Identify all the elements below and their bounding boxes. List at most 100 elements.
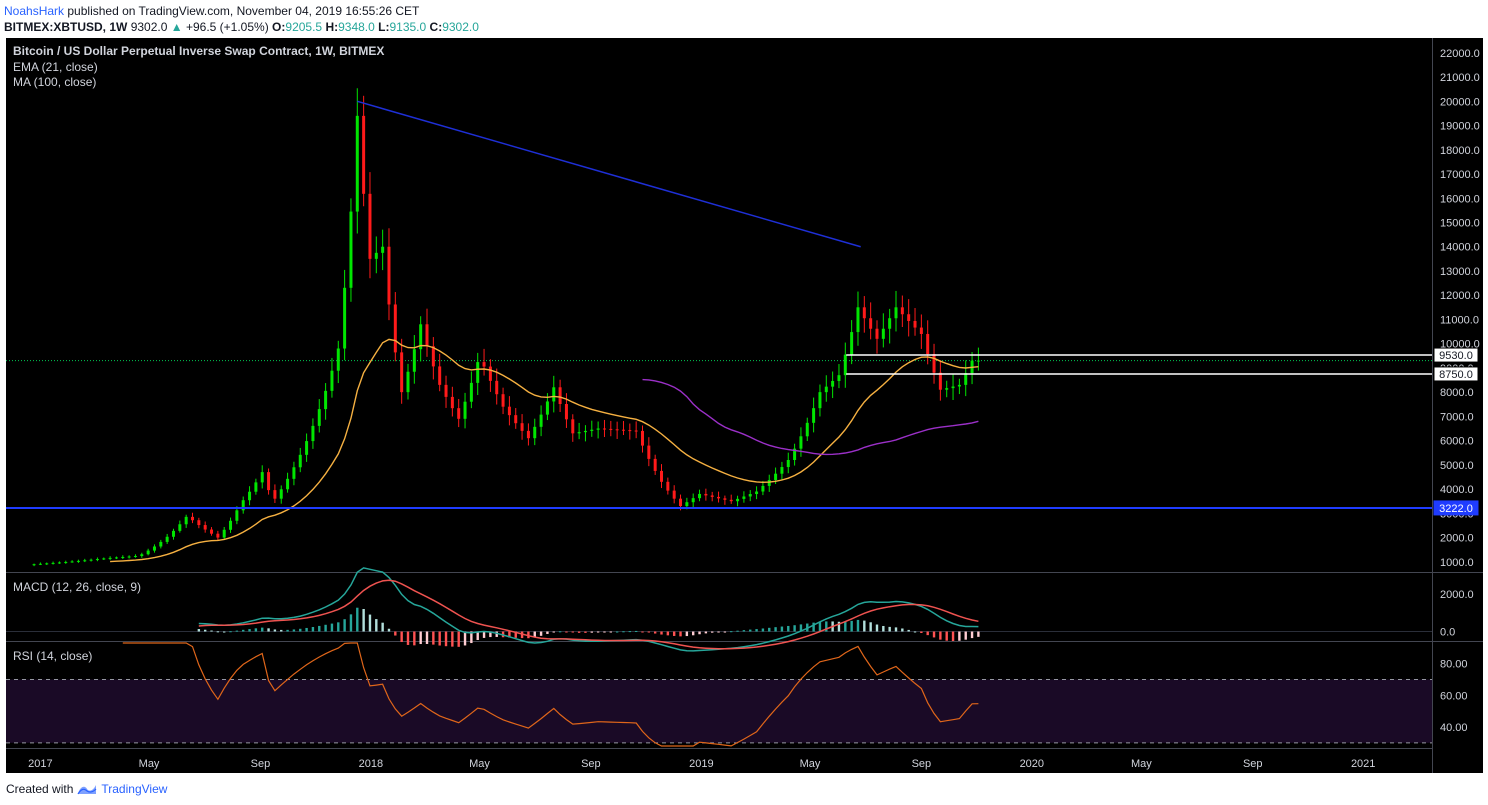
candle-body bbox=[729, 499, 733, 502]
macd-histogram-bar bbox=[558, 631, 562, 633]
candle-body bbox=[210, 529, 214, 534]
price-label-text: 3222.0 bbox=[1439, 503, 1473, 515]
macd-histogram-bar bbox=[603, 631, 606, 633]
candle-body bbox=[545, 401, 549, 415]
rsi-line bbox=[122, 642, 979, 747]
candle-body bbox=[862, 307, 866, 319]
time-tick-label: Sep bbox=[581, 758, 601, 770]
candle-body bbox=[894, 307, 898, 319]
candle-body bbox=[317, 409, 321, 426]
macd-histogram-bar bbox=[970, 631, 974, 639]
candle-body bbox=[602, 428, 606, 430]
candle-body bbox=[850, 332, 854, 355]
macd-histogram-bar bbox=[863, 620, 866, 632]
price-tick-label: 6000.0 bbox=[1440, 436, 1474, 448]
macd-histogram-bar bbox=[444, 631, 448, 647]
candle-body bbox=[932, 354, 936, 373]
candle-body bbox=[660, 470, 664, 482]
candle-body bbox=[343, 287, 347, 349]
macd-histogram-bar bbox=[742, 630, 746, 632]
rsi-title: RSI (14, close) bbox=[13, 649, 92, 663]
footer: Created with TradingView bbox=[6, 782, 167, 796]
candle-body bbox=[634, 430, 638, 432]
price-tick-label: 17000.0 bbox=[1440, 169, 1480, 181]
macd-histogram-bar bbox=[749, 629, 752, 632]
candle-body bbox=[957, 384, 961, 387]
candle-body bbox=[191, 516, 195, 521]
candle-body bbox=[406, 371, 410, 393]
macd-histogram-bar bbox=[311, 626, 315, 632]
macd-histogram-bar bbox=[451, 631, 454, 647]
macd-histogram-bar bbox=[387, 628, 391, 632]
tradingview-link[interactable]: TradingView bbox=[101, 782, 168, 796]
candle-body bbox=[590, 429, 594, 431]
created-with-text: Created with bbox=[6, 782, 74, 796]
macd-histogram-bar bbox=[438, 631, 441, 646]
candle-body bbox=[482, 362, 486, 367]
candle-body bbox=[976, 360, 980, 362]
candle-body bbox=[723, 498, 727, 500]
macd-histogram-bar bbox=[711, 631, 714, 633]
candle-body bbox=[691, 498, 695, 503]
candle-body bbox=[355, 115, 359, 212]
macd-histogram-bar bbox=[381, 622, 384, 632]
candle-body bbox=[469, 382, 473, 402]
time-tick-label: May bbox=[469, 758, 490, 770]
price-tick-label: 5000.0 bbox=[1440, 460, 1474, 472]
axes: 22000.0 21000.0 20000.0 19000.0 18000.0 17000… bbox=[28, 48, 1480, 770]
macd-histogram-bar bbox=[432, 631, 435, 645]
macd-histogram-bar bbox=[780, 626, 784, 632]
candle-body bbox=[558, 387, 562, 405]
candle-body bbox=[679, 498, 683, 507]
candle-body bbox=[324, 390, 328, 410]
candle-body bbox=[780, 467, 784, 474]
author-link[interactable]: NoahsHark bbox=[4, 4, 65, 18]
price-label-text: 8750.0 bbox=[1439, 369, 1473, 381]
macd-histogram-bar bbox=[850, 620, 853, 632]
candle-body bbox=[647, 445, 651, 459]
candle-body bbox=[114, 557, 118, 559]
macd-histogram-bar bbox=[660, 631, 663, 635]
price-label-text: 9530.0 bbox=[1439, 350, 1473, 362]
price-tick-label: 8000.0 bbox=[1440, 387, 1474, 399]
high-value: 9348.0 bbox=[338, 20, 375, 34]
candle-body bbox=[640, 430, 644, 446]
candle-body bbox=[672, 490, 676, 499]
chart-background bbox=[6, 38, 1483, 773]
macd-histogram-bar bbox=[343, 619, 346, 632]
macd-title: MACD (12, 26, close, 9) bbox=[13, 580, 141, 594]
price-tick-label: 13000.0 bbox=[1440, 266, 1480, 278]
macd-histogram-bar bbox=[761, 628, 765, 632]
time-tick-label: 2021 bbox=[1351, 758, 1375, 770]
price-tick-label: 4000.0 bbox=[1440, 484, 1474, 496]
candle-body bbox=[368, 193, 372, 259]
candle-body bbox=[539, 414, 543, 427]
macd-histogram-bar bbox=[248, 629, 251, 632]
candle-body bbox=[51, 562, 55, 564]
rsi-tick-label: 40.00 bbox=[1440, 722, 1468, 734]
macd-histogram-bar bbox=[324, 624, 327, 632]
macd-histogram-bar bbox=[723, 631, 727, 633]
macd-histogram-bar bbox=[679, 631, 682, 637]
macd-histogram-bar bbox=[482, 631, 486, 638]
candle-body bbox=[286, 478, 290, 490]
candle-body bbox=[336, 348, 340, 371]
candle-body bbox=[374, 252, 378, 259]
candle-body bbox=[305, 441, 309, 455]
candle-body bbox=[70, 561, 74, 563]
candle-body bbox=[577, 432, 581, 434]
candle-body bbox=[837, 375, 841, 381]
candle-body bbox=[184, 516, 188, 525]
candle-body bbox=[89, 559, 93, 561]
macd-histogram-bar bbox=[691, 631, 695, 636]
price-tick-label: 20000.0 bbox=[1440, 96, 1480, 108]
macd-histogram-bar bbox=[730, 631, 733, 633]
candle-body bbox=[146, 550, 150, 555]
macd-histogram-bar bbox=[470, 631, 473, 644]
time-tick-label: May bbox=[139, 758, 160, 770]
macd-histogram-bar bbox=[425, 631, 429, 644]
macd-tick-label: 0.0 bbox=[1440, 627, 1455, 639]
candle-body bbox=[292, 467, 296, 479]
candle-body bbox=[197, 520, 201, 526]
